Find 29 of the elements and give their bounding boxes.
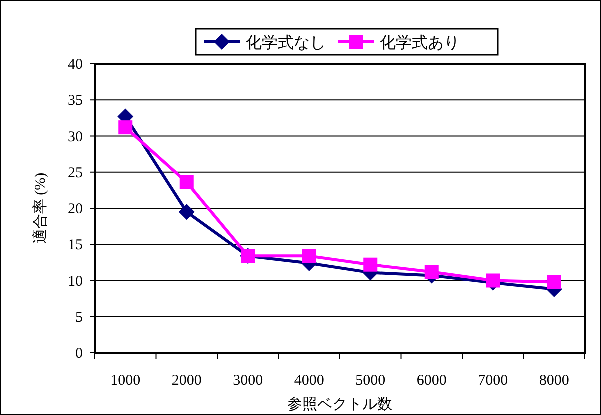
point bbox=[547, 275, 562, 290]
legend-label: 化学式なし bbox=[246, 34, 326, 52]
y-tick-label: 5 bbox=[76, 310, 83, 326]
x-tick-label: 5000 bbox=[356, 373, 386, 389]
y-tick-label: 25 bbox=[68, 165, 83, 182]
x-tick-label: 7000 bbox=[478, 373, 508, 389]
y-tick-label: 30 bbox=[68, 129, 83, 146]
x-axis-title: 参照ベクトル数 bbox=[288, 396, 392, 413]
y-tick-label: 0 bbox=[76, 346, 83, 362]
point bbox=[178, 204, 195, 220]
point bbox=[424, 265, 439, 280]
x-tick-label: 3000 bbox=[233, 373, 264, 389]
y-tick-label: 10 bbox=[68, 274, 83, 290]
point bbox=[486, 274, 500, 288]
x-tick-label: 6000 bbox=[416, 373, 447, 389]
point bbox=[364, 258, 378, 272]
point bbox=[118, 120, 133, 135]
point bbox=[180, 175, 194, 190]
y-tick-label: 15 bbox=[68, 238, 83, 254]
y-tick-label: 35 bbox=[68, 93, 83, 110]
y-axis-title: 適合率 (%) bbox=[32, 172, 49, 244]
legend-label: 化学式あり bbox=[380, 34, 460, 52]
y-tick-label: 20 bbox=[68, 202, 83, 218]
y-tick-label: 40 bbox=[68, 57, 83, 73]
x-tick-label: 1000 bbox=[110, 373, 141, 389]
x-tick-label: 2000 bbox=[172, 373, 202, 389]
point bbox=[302, 249, 316, 264]
x-tick-label: 8000 bbox=[539, 373, 570, 389]
x-tick-label: 4000 bbox=[294, 373, 324, 389]
